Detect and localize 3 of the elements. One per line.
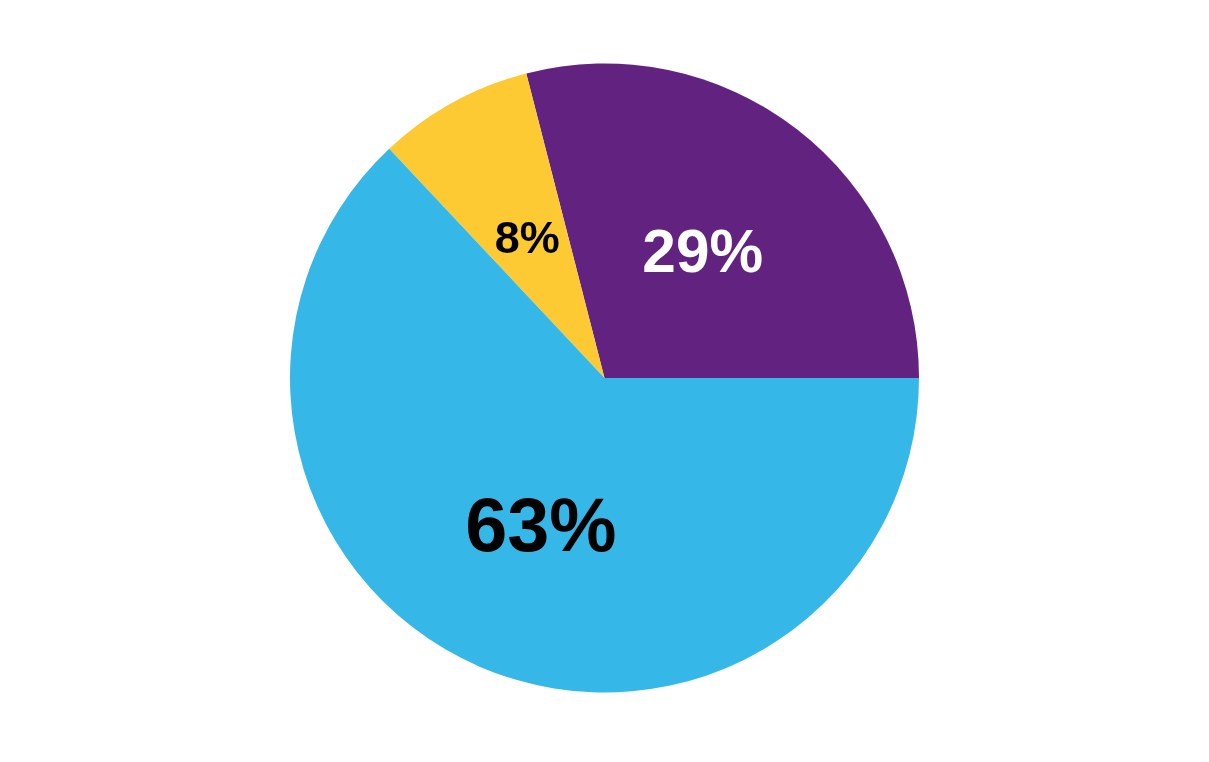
data-label: 8% (494, 212, 560, 264)
data-label: 63% (465, 483, 617, 568)
data-label: 29% (642, 217, 764, 286)
